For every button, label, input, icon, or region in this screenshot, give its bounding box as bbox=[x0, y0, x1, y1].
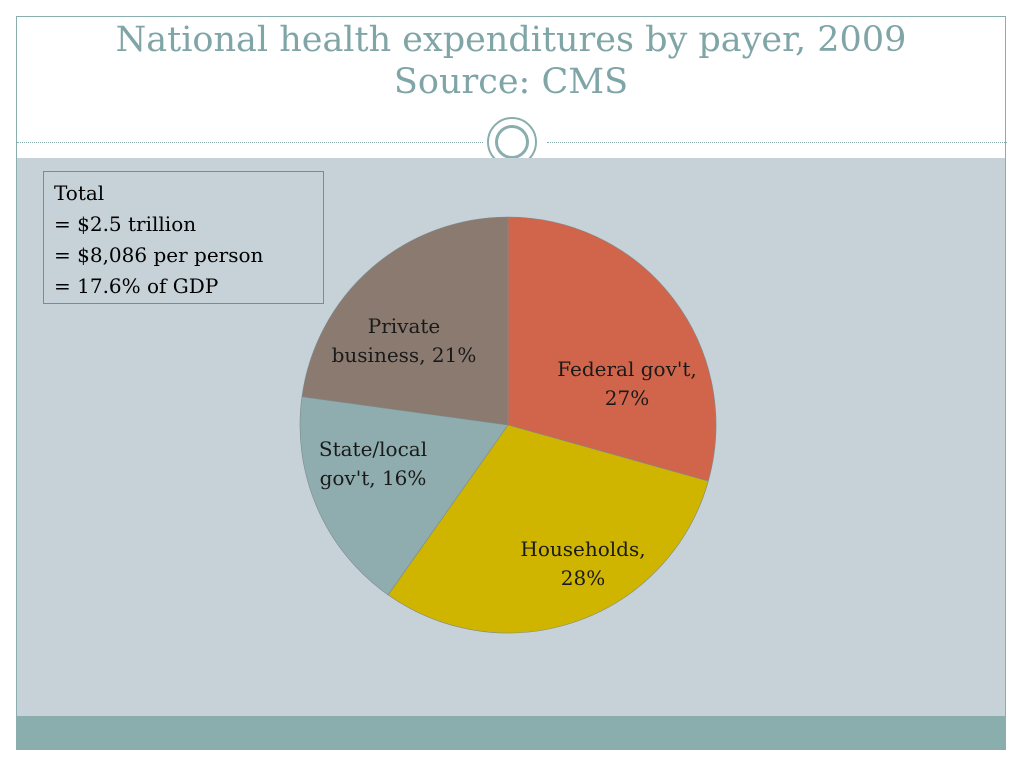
pie-slice-label-line: State/local bbox=[319, 437, 427, 461]
pie-slice-label-1: Households, 28% bbox=[520, 537, 645, 590]
title-area: National health expenditures by payer, 2… bbox=[17, 17, 1005, 143]
pie-slice-label-line: Federal gov't, bbox=[557, 357, 697, 381]
footer-band bbox=[17, 716, 1005, 750]
pie-slice-1 bbox=[387, 424, 709, 634]
totals-line-trillion: = $2.5 trillion bbox=[54, 212, 197, 236]
pie-slice-3 bbox=[301, 216, 509, 426]
slide-subtitle: Source: CMS bbox=[393, 62, 629, 102]
totals-line-gdp: = 17.6% of GDP bbox=[54, 274, 219, 298]
divider-circle-inner bbox=[495, 125, 529, 159]
slide-frame: National health expenditures by payer, 2… bbox=[16, 16, 1007, 750]
totals-box: Total = $2.5 trillion = $8,086 per perso… bbox=[43, 171, 324, 304]
title-divider-left bbox=[17, 142, 483, 143]
pie-chart: Federal gov't, 27% Households, 28% State/loc… bbox=[299, 216, 717, 634]
pie-slice-label-line: gov't, 16% bbox=[320, 466, 427, 490]
slide-title: National health expenditures by payer, 2… bbox=[115, 20, 907, 60]
content-area: Total = $2.5 trillion = $8,086 per perso… bbox=[17, 158, 1005, 716]
pie-slice-2 bbox=[299, 396, 509, 596]
pie-slice-label-2: State/local gov't, 16% bbox=[319, 437, 427, 490]
pie-slice-label-line: 27% bbox=[605, 386, 649, 410]
pie-slice-label-0: Federal gov't, 27% bbox=[557, 357, 697, 410]
totals-line-per-person: = $8,086 per person bbox=[54, 243, 264, 267]
pie-labels: Federal gov't, 27% Households, 28% State/loc… bbox=[319, 314, 697, 590]
pie-slice-label-3: Private business, 21% bbox=[332, 314, 477, 367]
pie-slice-label-line: Private bbox=[368, 314, 441, 338]
title-divider-right bbox=[547, 142, 1007, 143]
totals-line-total: Total bbox=[54, 181, 105, 205]
pie-slices bbox=[299, 216, 717, 634]
pie-slice-label-line: 28% bbox=[561, 566, 605, 590]
pie-slice-0 bbox=[507, 216, 717, 482]
pie-slice-label-line: business, 21% bbox=[332, 343, 477, 367]
pie-slice-label-line: Households, bbox=[520, 537, 645, 561]
